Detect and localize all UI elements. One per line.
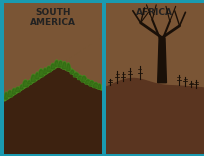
Polygon shape [77,76,82,79]
Polygon shape [12,88,16,94]
Polygon shape [35,73,39,79]
Polygon shape [70,70,74,74]
Polygon shape [62,62,66,69]
Polygon shape [39,70,43,77]
Polygon shape [43,69,46,74]
Polygon shape [54,61,59,66]
Polygon shape [58,61,62,67]
Polygon shape [97,84,101,89]
Polygon shape [5,93,7,99]
Polygon shape [43,68,47,74]
Polygon shape [27,80,31,84]
Polygon shape [7,90,12,97]
Polygon shape [50,63,55,69]
Polygon shape [46,67,51,72]
Polygon shape [20,85,23,89]
Polygon shape [66,63,70,71]
Polygon shape [98,84,101,89]
Polygon shape [85,79,90,84]
Polygon shape [8,91,12,97]
Text: AFRICA: AFRICA [135,8,172,17]
Polygon shape [81,76,86,82]
Polygon shape [62,62,66,69]
Polygon shape [27,81,31,84]
Polygon shape [89,80,94,86]
Polygon shape [31,75,35,82]
Polygon shape [81,76,86,82]
Polygon shape [31,74,35,82]
Polygon shape [15,88,20,92]
Polygon shape [15,87,20,92]
Polygon shape [23,80,28,87]
Polygon shape [20,85,23,89]
Polygon shape [46,66,51,72]
Polygon shape [73,73,79,77]
Polygon shape [12,89,16,94]
Polygon shape [93,83,98,88]
Polygon shape [54,60,59,66]
Polygon shape [157,38,166,83]
Polygon shape [73,73,78,77]
Polygon shape [23,81,28,87]
Polygon shape [38,69,43,77]
Polygon shape [35,72,39,79]
Polygon shape [85,80,90,84]
Polygon shape [4,92,8,99]
Polygon shape [66,64,70,71]
Polygon shape [70,70,74,74]
Polygon shape [58,61,63,67]
Polygon shape [77,76,82,79]
Polygon shape [89,81,94,86]
Polygon shape [51,64,54,69]
Text: SOUTH
AMERICA: SOUTH AMERICA [30,8,75,27]
Polygon shape [92,83,98,88]
Bar [105,3,202,63]
